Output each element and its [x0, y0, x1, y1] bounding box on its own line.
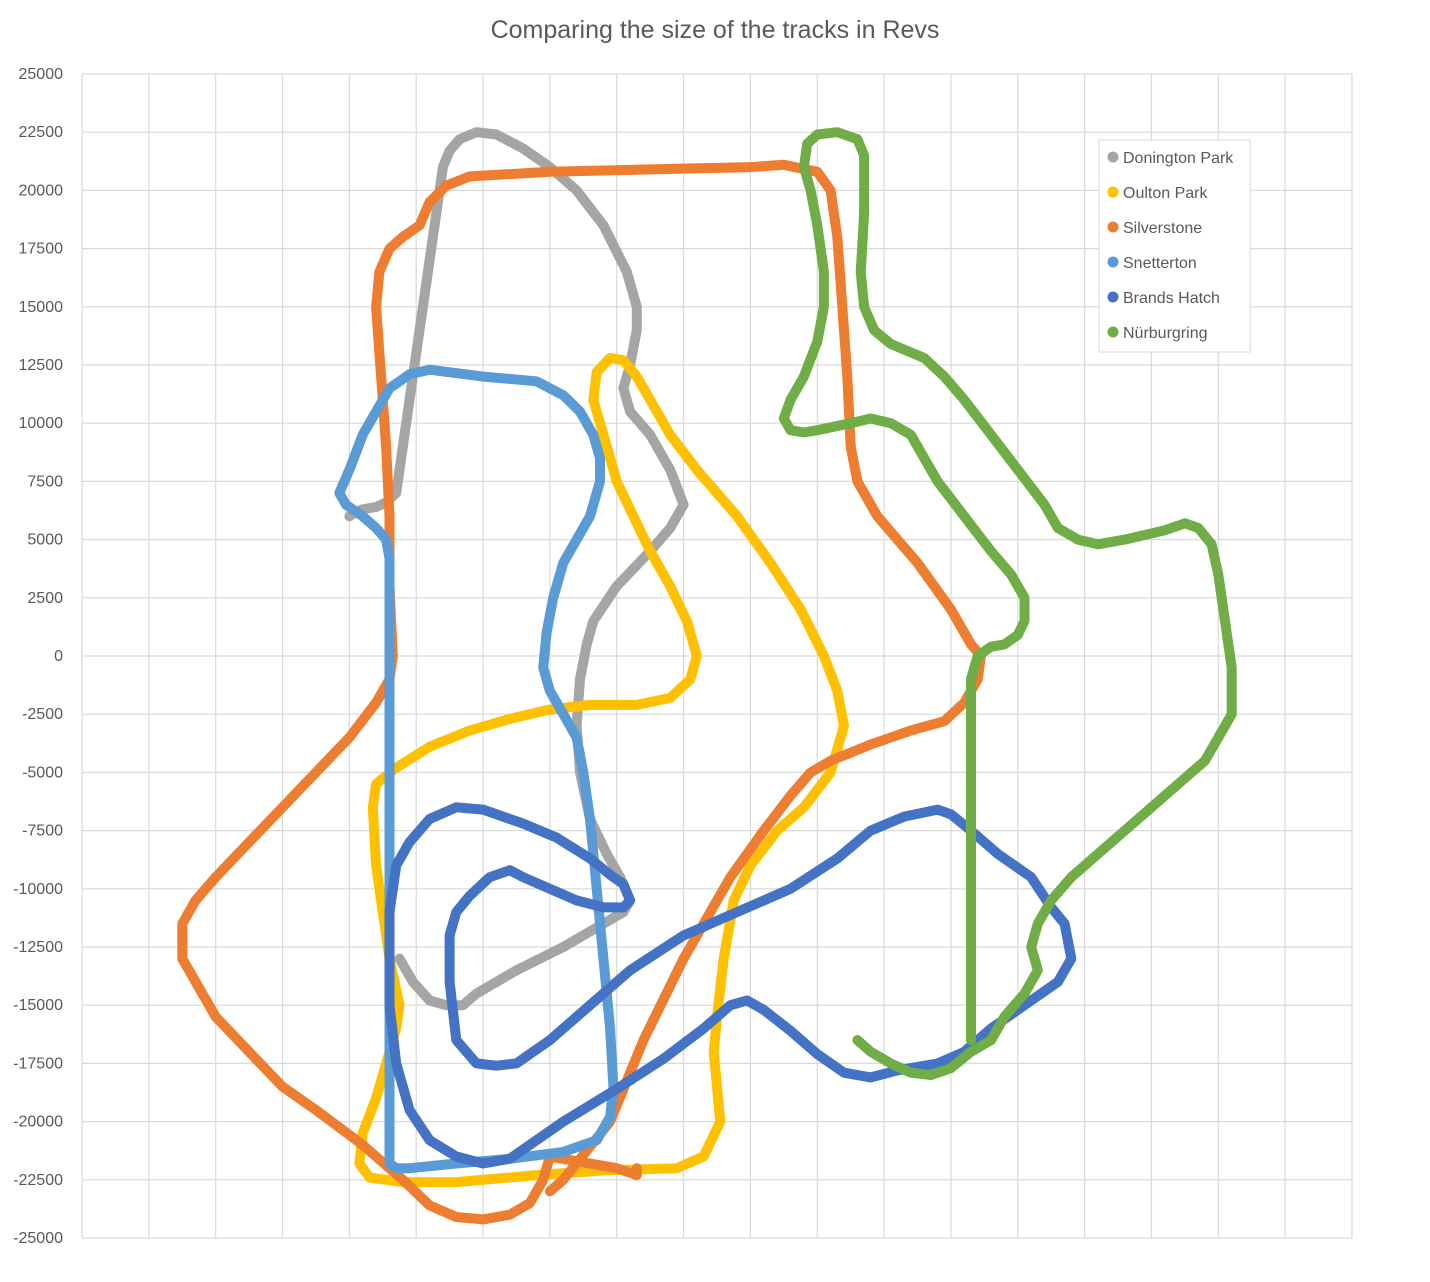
y-tick-label: 12500 [19, 357, 64, 374]
legend-marker [1107, 291, 1119, 303]
series-line-silverstone [177, 159, 986, 1225]
gridlines [81, 73, 1353, 1239]
legend-marker [1107, 186, 1119, 198]
y-tick-label: -22500 [13, 1172, 63, 1189]
y-tick-labels: 2500022500200001750015000125001000075005… [13, 66, 63, 1247]
chart-title: Comparing the size of the tracks in Revs [490, 16, 940, 44]
y-tick-label: 15000 [19, 299, 64, 316]
legend-marker [1107, 221, 1119, 233]
y-tick-label: 17500 [19, 241, 64, 258]
y-tick-label: -7500 [22, 823, 63, 840]
legend-label: Nürburgring [1123, 325, 1207, 342]
legend-marker [1107, 256, 1119, 268]
y-tick-label: 25000 [19, 66, 64, 83]
y-tick-label: 22500 [19, 124, 64, 141]
series-line-oulton-park [354, 353, 849, 1188]
legend-label: Donington Park [1123, 150, 1234, 167]
series-line-snetterton [334, 364, 619, 1174]
legend-marker [1107, 151, 1119, 163]
y-tick-label: 5000 [27, 532, 63, 549]
y-tick-label: -17500 [13, 1055, 63, 1072]
y-tick-label: -15000 [13, 997, 63, 1014]
series-line-donington-park [344, 127, 689, 1011]
series-line-n-rburgring [778, 127, 1237, 1080]
y-tick-label: -20000 [13, 1114, 63, 1131]
y-tick-label: 2500 [27, 590, 63, 607]
y-tick-label: -25000 [13, 1230, 63, 1247]
y-tick-label: 7500 [27, 473, 63, 490]
y-tick-label: -10000 [13, 881, 63, 898]
y-tick-label: -12500 [13, 939, 63, 956]
legend-label: Snetterton [1123, 255, 1197, 272]
y-tick-label: 0 [54, 648, 63, 665]
legend: Donington Park Oulton Park Silverstone Snet… [1098, 139, 1251, 353]
legend-label: Silverstone [1123, 220, 1202, 237]
legend-label: Oulton Park [1123, 185, 1208, 202]
y-tick-label: -2500 [22, 706, 63, 723]
y-tick-label: -5000 [22, 764, 63, 781]
series-group [177, 127, 1237, 1225]
y-tick-label: 10000 [19, 415, 64, 432]
legend-marker [1107, 326, 1119, 338]
legend-box [1098, 139, 1251, 353]
y-tick-label: 20000 [19, 182, 64, 199]
series-line-brands-hatch [384, 802, 1077, 1169]
legend-label: Brands Hatch [1123, 290, 1220, 307]
